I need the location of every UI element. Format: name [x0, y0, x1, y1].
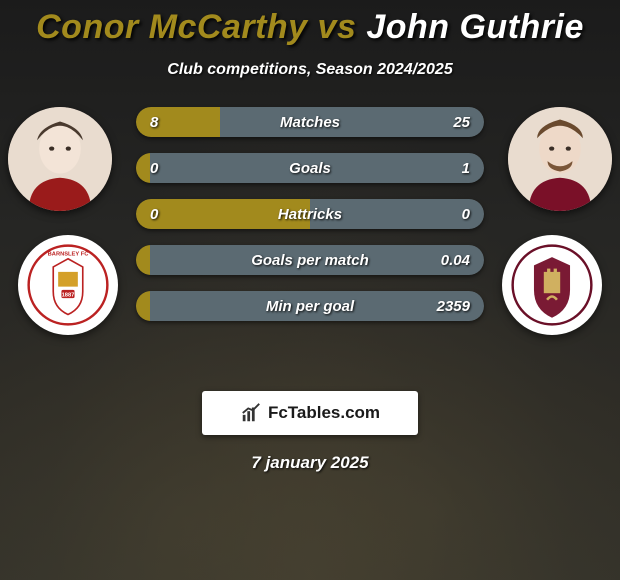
stat-label: Hattricks	[136, 199, 484, 229]
infographic: Conor McCarthy vs John Guthrie Club comp…	[0, 0, 620, 580]
player1-club-crest: 1887 BARNSLEY FC	[18, 235, 118, 335]
svg-text:BARNSLEY FC: BARNSLEY FC	[48, 251, 89, 257]
subtitle: Club competitions, Season 2024/2025	[0, 61, 620, 79]
player1-avatar	[8, 107, 112, 211]
stat-bar: 01Goals	[136, 153, 484, 183]
stat-label: Goals per match	[136, 245, 484, 275]
stats-bars: 825Matches 01Goals 00Hattricks 0.04Goals pe…	[136, 107, 484, 337]
title-player1: Conor McCarthy	[36, 8, 307, 46]
title-player2: John Guthrie	[366, 8, 584, 46]
player2-club-crest	[502, 235, 602, 335]
stat-bar: 00Hattricks	[136, 199, 484, 229]
svg-text:1887: 1887	[62, 292, 75, 298]
stat-bar: 2359Min per goal	[136, 291, 484, 321]
stat-bar: 0.04Goals per match	[136, 245, 484, 275]
brand-badge: FcTables.com	[202, 391, 418, 435]
title-separator: vs	[308, 8, 367, 46]
content-area: 1887 BARNSLEY FC 825Matches 01Goals 00Hatt…	[0, 107, 620, 367]
player2-avatar	[508, 107, 612, 211]
brand-logo-icon	[240, 402, 262, 424]
page-title: Conor McCarthy vs John Guthrie	[0, 8, 620, 47]
brand-text: FcTables.com	[268, 403, 380, 423]
stat-label: Goals	[136, 153, 484, 183]
stat-label: Matches	[136, 107, 484, 137]
date: 7 january 2025	[0, 453, 620, 473]
stat-label: Min per goal	[136, 291, 484, 321]
stat-bar: 825Matches	[136, 107, 484, 137]
